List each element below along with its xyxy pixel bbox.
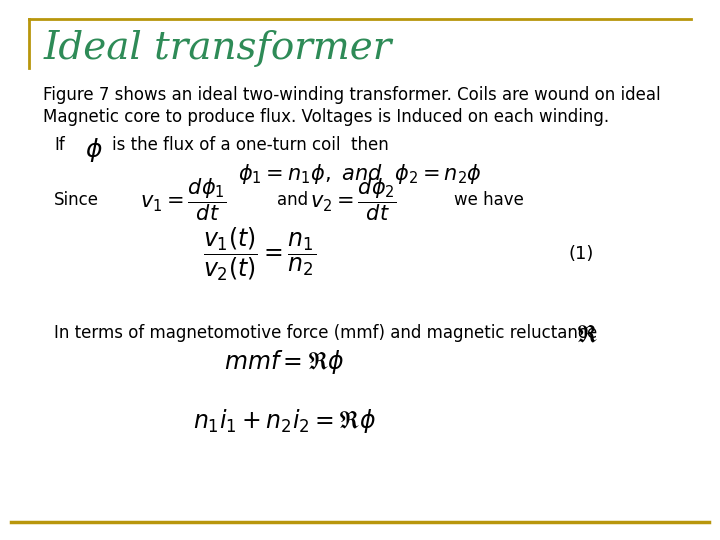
Text: $\dfrac{v_1(t)}{v_2(t)} = \dfrac{n_1}{n_2}$: $\dfrac{v_1(t)}{v_2(t)} = \dfrac{n_1}{n_…: [202, 225, 316, 282]
Text: $v_2 = \dfrac{d\phi_2}{dt}$: $v_2 = \dfrac{d\phi_2}{dt}$: [310, 177, 397, 223]
Text: (1): (1): [569, 245, 594, 263]
Text: Figure 7 shows an ideal two-winding transformer. Coils are wound on ideal: Figure 7 shows an ideal two-winding tran…: [43, 86, 661, 104]
Text: If: If: [54, 136, 65, 154]
Text: $\mathfrak{R}$: $\mathfrak{R}$: [576, 323, 598, 347]
Text: $\phi$: $\phi$: [85, 136, 103, 164]
Text: and: and: [277, 191, 308, 209]
Text: we have: we have: [454, 191, 523, 209]
Text: Since: Since: [54, 191, 99, 209]
Text: In terms of magnetomotive force (mmf) and magnetic reluctance: In terms of magnetomotive force (mmf) an…: [54, 324, 598, 342]
Text: is the flux of a one-turn coil  then: is the flux of a one-turn coil then: [112, 136, 388, 154]
Text: Magnetic core to produce flux. Voltages is Induced on each winding.: Magnetic core to produce flux. Voltages …: [43, 108, 609, 126]
Text: Ideal transformer: Ideal transformer: [43, 30, 392, 67]
Text: $\phi_1 = n_1\phi,\ \mathit{and}\ \ \phi_2 = n_2\phi$: $\phi_1 = n_1\phi,\ \mathit{and}\ \ \phi…: [238, 162, 482, 186]
Text: $v_1 = \dfrac{d\phi_1}{dt}$: $v_1 = \dfrac{d\phi_1}{dt}$: [140, 177, 228, 223]
Text: $n_1 i_1 + n_2 i_2 = \mathfrak{R}\phi$: $n_1 i_1 + n_2 i_2 = \mathfrak{R}\phi$: [193, 407, 376, 435]
Text: $mmf = \mathfrak{R}\phi$: $mmf = \mathfrak{R}\phi$: [224, 348, 345, 376]
